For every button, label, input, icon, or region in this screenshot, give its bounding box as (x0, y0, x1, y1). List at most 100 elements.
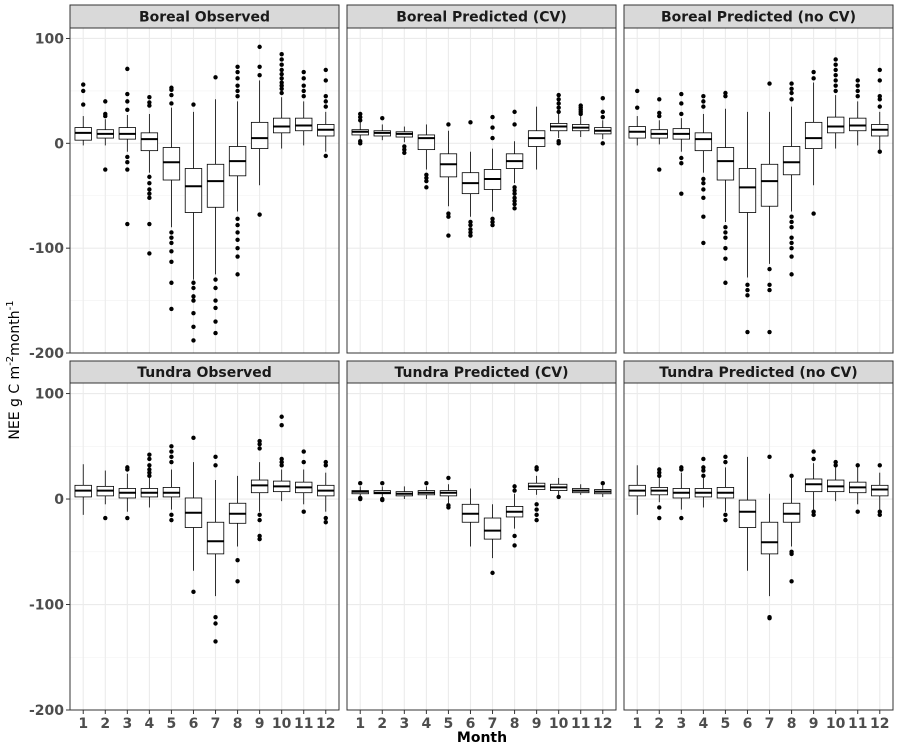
outlier-point (213, 621, 218, 626)
panel-background (70, 28, 339, 353)
box-month-7 (483, 504, 502, 576)
panel-border (346, 27, 617, 354)
outlier-point (213, 298, 218, 303)
outlier-point (833, 88, 838, 94)
outlier-point (402, 147, 407, 152)
outlier-point (657, 167, 662, 172)
outlier-point (789, 97, 794, 102)
box-month-12 (594, 96, 612, 146)
x-tick-label: 7 (211, 716, 221, 732)
outlier-point (767, 81, 772, 86)
panel-border (623, 382, 894, 711)
outlier-point (723, 93, 728, 99)
box-iqr (483, 517, 502, 540)
outlier-point (723, 245, 728, 251)
outlier-point (512, 122, 517, 127)
outlier-point (855, 463, 860, 468)
outlier-point (877, 104, 882, 109)
x-tick-label: 1 (78, 716, 88, 732)
outlier-point (257, 533, 262, 539)
outlier-point (191, 285, 196, 291)
box-month-9 (804, 69, 823, 216)
y-tick-label: 100 (35, 387, 64, 403)
outlier-point (169, 280, 174, 285)
x-tick-label: 9 (255, 716, 265, 732)
box-month-10 (273, 414, 291, 502)
outlier-point (235, 69, 240, 75)
outlier-point (191, 280, 196, 285)
box-month-5 (716, 454, 735, 523)
panel-border (69, 27, 340, 354)
outlier-point (147, 94, 152, 100)
x-tick-label: 1 (355, 716, 365, 732)
x-tick-label: 3 (399, 716, 409, 732)
outlier-point (235, 230, 240, 235)
outlier-point (789, 240, 794, 246)
outlier-point (877, 97, 882, 102)
outlier-point (358, 495, 363, 501)
outlier-point (512, 206, 517, 211)
outlier-point (103, 99, 108, 104)
outlier-point (279, 80, 284, 85)
outlier-point (723, 512, 728, 518)
box-iqr (140, 132, 159, 152)
box-month-3 (395, 126, 413, 155)
outlier-point (402, 144, 407, 149)
outlier-point (534, 502, 539, 507)
outlier-point (257, 517, 262, 523)
outlier-point (358, 139, 363, 144)
outlier-point (147, 463, 152, 468)
outlier-point (745, 282, 750, 288)
outlier-point (235, 579, 240, 584)
outlier-point (600, 481, 605, 486)
x-axis-title: Month (457, 730, 507, 746)
box-month-5 (162, 85, 181, 312)
outlier-point (191, 338, 196, 343)
box-month-6 (461, 488, 480, 547)
outlier-point (424, 175, 429, 181)
outlier-point (657, 470, 662, 475)
outlier-point (512, 484, 517, 489)
outlier-point (877, 67, 882, 73)
outlier-point (446, 233, 451, 238)
outlier-point (279, 62, 284, 67)
outlier-point (512, 191, 517, 196)
outlier-point (556, 92, 561, 98)
box-iqr (738, 168, 757, 213)
outlier-point (745, 293, 750, 298)
outlier-point (446, 211, 451, 216)
outlier-point (767, 282, 772, 288)
outlier-point (169, 240, 174, 246)
outlier-point (512, 543, 517, 548)
box-month-8 (505, 484, 524, 548)
outlier-point (556, 97, 561, 102)
outlier-point (125, 154, 130, 160)
outlier-point (125, 515, 130, 521)
outlier-point (147, 103, 152, 108)
outlier-point (679, 161, 684, 166)
box-month-6 (738, 456, 757, 571)
y-tick-label: -100 (29, 241, 64, 257)
outlier-point (213, 305, 218, 311)
box-iqr (782, 146, 801, 176)
x-tick-label: 6 (189, 716, 199, 732)
box-iqr (250, 479, 269, 494)
outlier-point (512, 188, 517, 193)
outlier-point (323, 78, 328, 83)
outlier-point (169, 517, 174, 523)
outlier-point (600, 141, 605, 146)
y-tick-label: 0 (54, 136, 64, 152)
x-tick-label: 11 (294, 716, 313, 732)
outlier-point (169, 449, 174, 454)
box-month-2 (96, 99, 114, 172)
panel-2: Boreal Predicted (no CV) (623, 4, 894, 354)
outlier-point (556, 494, 561, 500)
outlier-point (147, 467, 152, 472)
box-month-12 (317, 67, 335, 159)
outlier-point (723, 235, 728, 240)
outlier-point (213, 463, 218, 468)
x-tick-label: 2 (377, 716, 387, 732)
box-month-2 (373, 115, 391, 141)
x-tick-label: 6 (743, 716, 753, 732)
